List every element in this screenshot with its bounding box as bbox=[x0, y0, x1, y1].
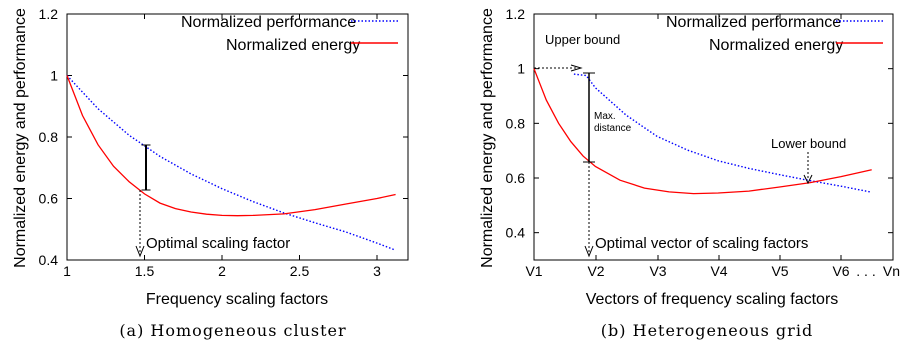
legend-b: Normalized performance Normalized energy bbox=[666, 14, 883, 54]
x-tick-label-b: V3 bbox=[649, 263, 666, 279]
annotations-b: Upper bound Max. distance Optimal vector… bbox=[534, 32, 846, 258]
x-tick-label-b: V6 bbox=[832, 263, 849, 279]
x-ticks-a: 1 1.5 2 2.5 3 bbox=[63, 14, 381, 279]
x-tick-label-b: V5 bbox=[771, 263, 788, 279]
y-ticks-b: 0.4 0.6 0.8 1 1.2 bbox=[506, 6, 893, 241]
y-tick-label-b: 0.8 bbox=[506, 115, 526, 131]
y-tick-label-a: 0.8 bbox=[39, 129, 59, 145]
upper-bound-label: Upper bound bbox=[545, 32, 620, 47]
y-axis-label-a: Normalized energy and performance bbox=[12, 8, 29, 268]
curves-a bbox=[66, 75, 396, 251]
x-tick-label-b: V4 bbox=[710, 263, 727, 279]
y-tick-label-a: 1 bbox=[50, 68, 58, 84]
x-tick-label-b: V1 bbox=[525, 263, 542, 279]
optimal-arrow-b bbox=[584, 245, 594, 258]
caption-a: (a) Homogeneous cluster bbox=[119, 321, 346, 340]
y-tick-label-b: 0.6 bbox=[506, 170, 526, 186]
lower-bound-arrow bbox=[803, 174, 813, 185]
y-tick-label-b: 0.4 bbox=[506, 225, 526, 241]
x-tick-label-a: 2.5 bbox=[290, 263, 310, 279]
x-tick-label-b: Vn bbox=[883, 263, 900, 279]
caption-b: (b) Heterogeneous grid bbox=[601, 321, 813, 340]
annotations-a: Optimal scaling factor bbox=[135, 144, 290, 258]
chart-heterogeneous: 0.4 0.6 0.8 1 1.2 V1 V2 V3 V4 V5 V6 . . . Vn Upper … bbox=[479, 6, 900, 340]
plot-frame-b bbox=[533, 13, 894, 261]
max-distance-label-2: distance bbox=[594, 123, 632, 134]
y-tick-label-a: 0.6 bbox=[39, 191, 59, 207]
x-tick-label-a: 1.5 bbox=[135, 263, 155, 279]
y-tick-label-a: 1.2 bbox=[39, 6, 59, 22]
x-axis-label-a: Frequency scaling factors bbox=[146, 291, 328, 308]
y-axis-label-b: Normalized energy and performance bbox=[479, 8, 496, 268]
x-ticks-b: V1 V2 V3 V4 V5 V6 . . . Vn bbox=[525, 14, 900, 279]
optimal-arrow-a bbox=[135, 245, 145, 258]
curves-b bbox=[533, 68, 872, 195]
chart-homogeneous: 0.4 0.6 0.8 1 1.2 1 1.5 2 2.5 3 Optimal scaling … bbox=[12, 6, 409, 340]
series-b-performance-line bbox=[573, 73, 872, 193]
series-b-energy-line bbox=[533, 68, 872, 195]
x-tick-label-a: 3 bbox=[373, 263, 381, 279]
y-ticks-a: 0.4 0.6 0.8 1 1.2 bbox=[39, 6, 408, 268]
legend-energy-a: Normalized energy bbox=[226, 37, 360, 54]
x-tick-label-b: . . . bbox=[856, 263, 875, 279]
max-distance-label-1: Max. bbox=[594, 111, 616, 122]
y-tick-label-b: 1 bbox=[517, 61, 525, 77]
x-tick-label-a: 1 bbox=[63, 263, 71, 279]
upper-bound-arrow bbox=[570, 64, 583, 72]
y-tick-label-a: 0.4 bbox=[39, 252, 59, 268]
legend-energy-b: Normalized energy bbox=[709, 37, 843, 54]
x-axis-label-b: Vectors of frequency scaling factors bbox=[586, 291, 839, 308]
y-tick-label-b: 1.2 bbox=[506, 6, 526, 22]
x-tick-label-a: 2 bbox=[218, 263, 226, 279]
series-a-performance-line bbox=[66, 75, 396, 251]
legend-performance-a: Normalized performance bbox=[181, 14, 356, 31]
optimal-label-a: Optimal scaling factor bbox=[146, 235, 290, 252]
x-tick-label-b: V2 bbox=[587, 263, 604, 279]
series-a-energy-line bbox=[66, 75, 396, 217]
optimal-label-b: Optimal vector of scaling factors bbox=[595, 235, 808, 252]
legend-performance-b: Normalized performance bbox=[666, 14, 841, 31]
legend-a: Normalized performance Normalized energy bbox=[181, 14, 398, 54]
lower-bound-label: Lower bound bbox=[771, 136, 846, 151]
